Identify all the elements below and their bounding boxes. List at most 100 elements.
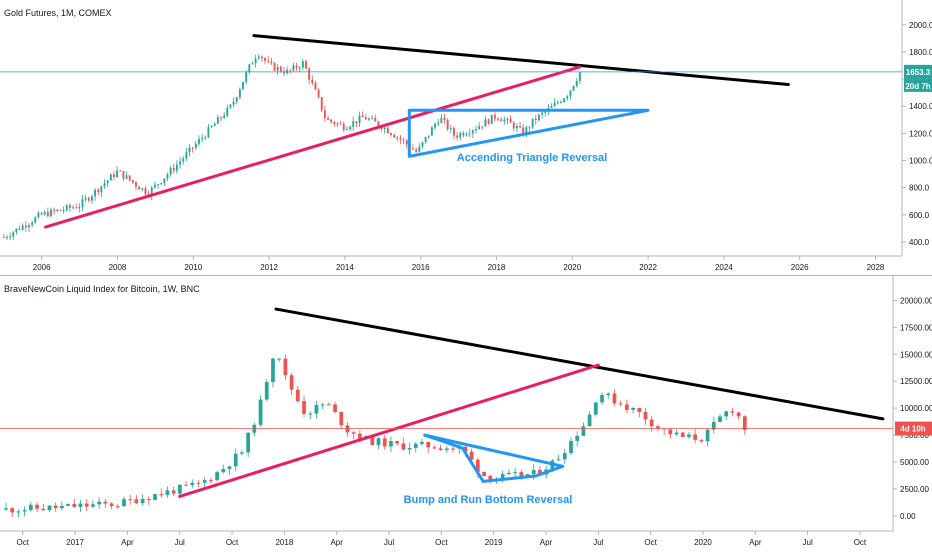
candle-body: [60, 505, 64, 509]
candle-body: [184, 484, 188, 486]
candle-body: [420, 441, 424, 444]
candle-body: [364, 117, 367, 120]
candle-body: [355, 121, 358, 124]
candle-body: [21, 225, 24, 230]
candle-body: [87, 198, 90, 201]
candle-body: [349, 126, 352, 130]
candle-body: [204, 137, 207, 139]
candle-body: [370, 435, 375, 445]
candle-body: [560, 101, 562, 103]
candle-body: [302, 400, 306, 414]
candle-body: [140, 499, 145, 504]
candle-body: [465, 134, 468, 136]
candle-body: [562, 453, 567, 460]
candle-body: [668, 429, 673, 435]
candle-body: [226, 107, 229, 116]
candle-body: [106, 180, 109, 184]
candle-body: [65, 205, 68, 210]
candle-body: [97, 189, 100, 193]
candle-body: [276, 66, 279, 71]
candle-body: [426, 441, 431, 448]
candle-body: [240, 452, 244, 454]
candle-body: [56, 209, 59, 211]
countdown-label-box: [904, 78, 932, 92]
candle-body: [2, 237, 5, 239]
candle-body: [198, 139, 200, 144]
candle-body: [43, 212, 46, 215]
candle-body: [264, 58, 267, 61]
candle-body: [711, 421, 716, 430]
y-tick-label: 1000.0: [909, 157, 932, 166]
candle-body: [100, 186, 103, 193]
x-tick-label: Apr: [749, 538, 762, 547]
candle-body: [401, 443, 406, 450]
candle-body: [271, 358, 275, 383]
candle-body: [451, 448, 455, 450]
candle-body: [188, 147, 191, 153]
candle-body: [687, 434, 691, 437]
candle-body: [9, 236, 12, 238]
panel-divider: [0, 275, 932, 276]
candle-body: [242, 82, 244, 90]
candle-body: [361, 115, 364, 118]
gold-chart-svg: 2000.01800.01600.01400.01200.01000.0800.…: [0, 0, 932, 272]
candle-body: [575, 80, 578, 86]
candle-body: [471, 130, 474, 134]
candle-body: [376, 438, 381, 445]
candle-body: [606, 393, 611, 396]
candle-body: [81, 199, 84, 208]
candle-body: [550, 106, 553, 108]
candle-body: [345, 129, 348, 131]
candle-body: [488, 475, 493, 481]
candle-body: [631, 408, 635, 410]
x-tick-label: Oct: [854, 538, 867, 547]
y-tick-label: 10000.00: [900, 404, 932, 413]
candle-body: [146, 499, 151, 501]
candle-body: [229, 104, 232, 108]
candle-body: [396, 137, 399, 139]
candle-body: [320, 97, 323, 111]
candle-body: [185, 152, 188, 159]
candle-body: [314, 82, 317, 90]
candle-body: [575, 435, 580, 441]
chart-title: BraveNewCoin Liquid Index for Bitcoin, 1…: [4, 284, 200, 294]
candle-body: [298, 67, 301, 69]
candle-body: [490, 114, 493, 124]
candle-body: [481, 126, 484, 128]
candle-body: [292, 65, 295, 71]
candle-body: [459, 133, 462, 138]
candle-body: [131, 180, 134, 183]
candle-body: [415, 149, 418, 152]
candle-body: [283, 71, 285, 74]
candle-body: [103, 183, 106, 187]
candle-body: [531, 469, 536, 475]
candle-body: [138, 186, 141, 190]
candle-body: [531, 118, 534, 128]
candle-body: [449, 128, 452, 130]
candle-body: [90, 196, 93, 201]
candle-body: [248, 64, 251, 73]
y-tick-label: 2500.00: [900, 485, 929, 494]
candle-body: [12, 232, 15, 237]
candle-body: [75, 207, 78, 209]
candle-body: [326, 404, 331, 406]
candle-body: [519, 472, 524, 477]
candle-body: [572, 85, 575, 91]
candle-body: [270, 61, 273, 64]
candle-body: [509, 118, 512, 123]
x-tick-label: Oct: [644, 538, 657, 547]
candle-body: [323, 110, 326, 119]
candle-body: [216, 117, 219, 124]
candle-body: [421, 142, 424, 147]
candle-body: [28, 225, 30, 228]
candle-body: [153, 494, 157, 500]
candle-body: [258, 399, 263, 425]
candle-body: [295, 389, 300, 401]
candle-body: [569, 440, 573, 454]
candle-body: [128, 499, 133, 501]
y-tick-label: 400.0: [909, 238, 930, 247]
candle-body: [134, 499, 139, 504]
candle-body: [122, 499, 126, 507]
candle-body: [125, 175, 128, 179]
candle-body: [78, 503, 83, 507]
